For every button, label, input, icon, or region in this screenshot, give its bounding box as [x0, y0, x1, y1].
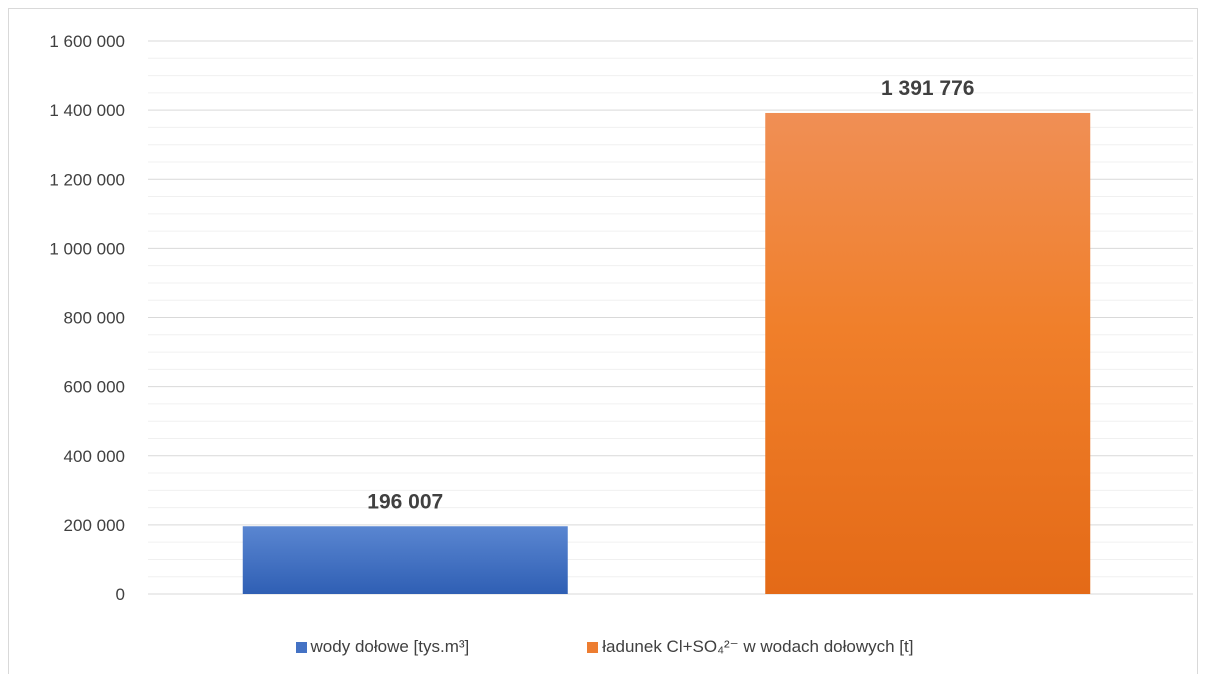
data-labels: 196 007 1 391 776 — [367, 77, 974, 513]
y-axis-tick-labels: 0 200 000 400 000 600 000 800 000 1 000 000 1 … — [49, 32, 125, 604]
legend-label-1: ładunek Cl+SO₄²⁻ w wodach dołowych [t] — [602, 637, 914, 656]
legend-item-0: wody dołowe [tys.m³] — [295, 637, 470, 657]
y-tick-label: 800 000 — [64, 309, 125, 328]
legend-swatch-0 — [295, 641, 307, 653]
y-tick-label: 1 400 000 — [49, 101, 125, 120]
y-tick-label: 400 000 — [64, 447, 125, 466]
y-tick-label: 0 — [116, 585, 125, 604]
data-label-0: 196 007 — [367, 490, 443, 513]
y-tick-label: 200 000 — [64, 516, 125, 535]
legend-swatch-1 — [587, 641, 599, 653]
bar-1 — [765, 112, 1091, 595]
y-tick-label: 1 200 000 — [49, 170, 125, 189]
y-tick-label: 1 000 000 — [49, 239, 125, 258]
bars — [242, 112, 1091, 595]
data-label-1: 1 391 776 — [881, 77, 974, 100]
y-tick-label: 1 600 000 — [49, 32, 125, 51]
legend-label-0: wody dołowe [tys.m³] — [310, 637, 470, 656]
y-tick-label: 600 000 — [64, 378, 125, 397]
bar-0 — [242, 526, 568, 594]
legend-item-1: ładunek Cl+SO₄²⁻ w wodach dołowych [t] — [587, 637, 913, 657]
legend: wody dołowe [tys.m³] ładunek Cl+SO₄²⁻ w … — [0, 637, 1209, 657]
